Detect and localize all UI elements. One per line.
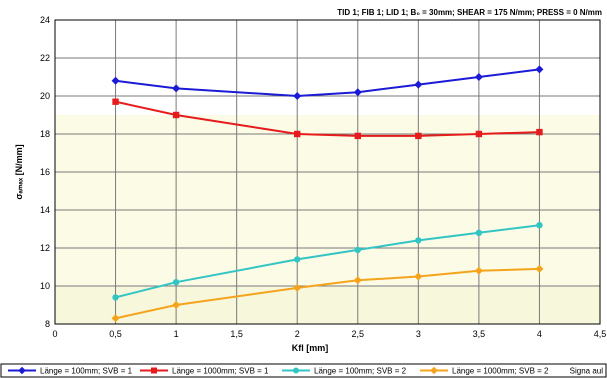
x-tick-label: 1,5: [230, 329, 243, 339]
data-point: [354, 246, 361, 254]
background-band-1: [55, 115, 600, 286]
x-tick-label: 3,5: [473, 329, 486, 339]
data-point: [535, 65, 544, 74]
data-point: [535, 264, 544, 273]
data-point: [112, 294, 119, 301]
data-point: [293, 283, 302, 292]
x-tick-label: 4: [537, 329, 542, 339]
data-point: [353, 276, 362, 285]
data-point: [536, 222, 543, 229]
background-band-0: [55, 286, 600, 324]
data-point: [414, 272, 423, 281]
plot-frame: [54, 19, 601, 325]
legend: Länge = 100mm; SVB = 1 Länge = 1000mm; SV…: [0, 363, 607, 378]
data-point: [474, 73, 483, 81]
y-tick-label: 8: [45, 319, 50, 329]
legend-marker: [18, 366, 26, 375]
data-point: [475, 130, 483, 138]
y-tick-label: 10: [40, 281, 50, 291]
x-tick-label: 0: [52, 329, 57, 339]
data-point: [414, 80, 423, 89]
data-point: [294, 130, 301, 138]
y-axis-title: σₐₘₐₓ [N/mm]: [14, 144, 24, 199]
data-point: [111, 76, 120, 85]
data-point: [112, 98, 119, 105]
y-tick-label: 22: [40, 53, 50, 63]
data-point: [415, 132, 422, 140]
legend-label: Länge = 1000mm; SVB = 1: [172, 367, 269, 376]
x-tick-label: 0,5: [109, 329, 122, 339]
data-point: [172, 111, 180, 119]
y-tick-label: 20: [40, 91, 50, 101]
x-tick-label: 4,5: [594, 329, 607, 339]
data-point: [111, 314, 120, 323]
plot-area: 8 10 12 14 16 18 20 22 24 0 0,5 1 1,5 2 2,5 3 3,5 4 4,5: [40, 15, 606, 339]
data-point: [172, 279, 180, 286]
data-point: [353, 88, 362, 97]
x-tick-label: 3: [416, 329, 421, 339]
data-point: [172, 84, 181, 93]
x-tick-label: 2,5: [352, 329, 365, 339]
x-tick-label: 1: [174, 329, 179, 339]
y-tick-label: 14: [40, 205, 50, 215]
data-point: [293, 92, 302, 100]
y-tick-label: 16: [40, 167, 50, 177]
data-point: [354, 132, 361, 140]
legend-marker: [151, 367, 157, 374]
y-tick-label: 24: [40, 15, 50, 25]
data-point: [474, 266, 483, 275]
x-axis-title: Kfl [mm]: [292, 343, 329, 353]
data-point: [172, 301, 181, 309]
legend-label: Länge = 100mm; SVB = 2: [314, 367, 407, 376]
x-tick-label: 2: [295, 329, 300, 339]
chart-header: TID 1; FIB 1; LID 1; B₀ = 30mm; SHEAR = …: [337, 8, 602, 17]
legend-marker: [430, 366, 438, 375]
legend-label: Länge = 1000mm; SVB = 2: [452, 367, 549, 376]
data-point: [536, 128, 543, 136]
legend-extra-label: Signa aul: [570, 367, 604, 376]
data-point: [294, 256, 301, 263]
data-point: [415, 237, 422, 244]
legend-marker: [293, 367, 299, 374]
legend-label: Länge = 100mm; SVB = 1: [40, 367, 133, 376]
y-tick-label: 18: [40, 129, 50, 139]
data-point: [475, 229, 483, 236]
y-tick-label: 12: [40, 243, 50, 253]
